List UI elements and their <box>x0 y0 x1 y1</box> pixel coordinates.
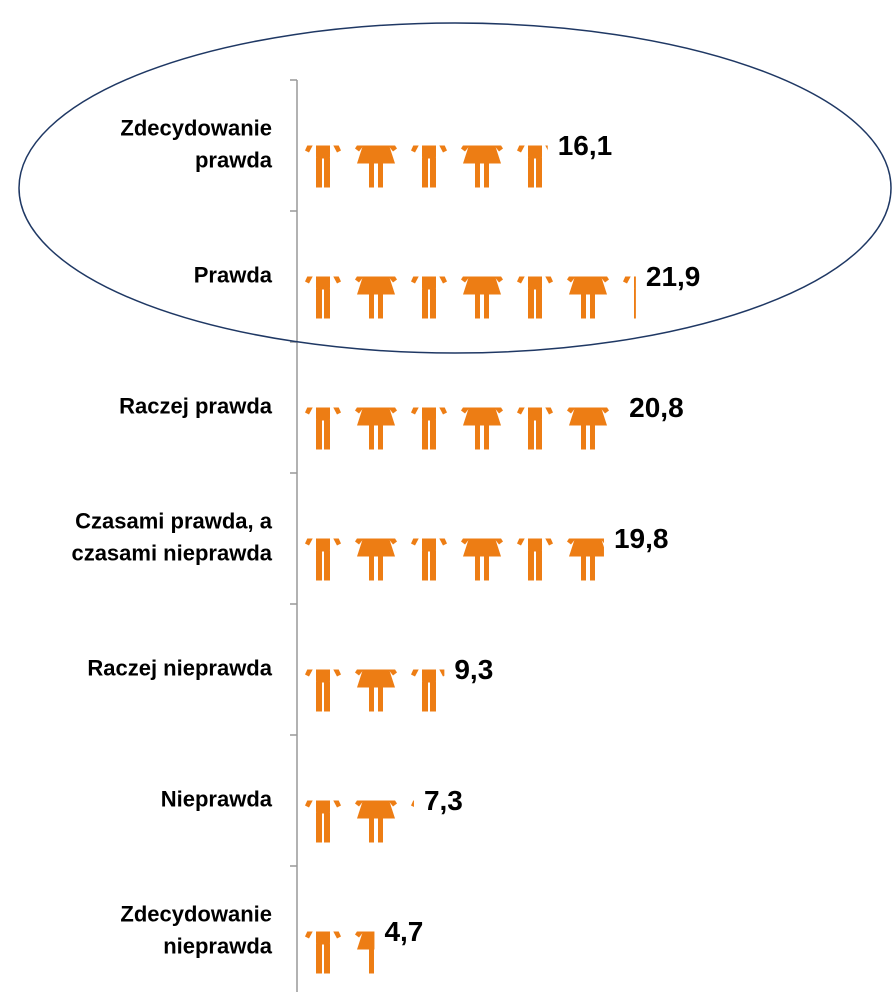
value-label: 16,1 <box>558 130 613 161</box>
value-label: 7,3 <box>424 785 463 816</box>
category-label: nieprawda <box>163 933 273 958</box>
pictogram-bar <box>303 613 445 716</box>
pictogram-bar <box>303 89 548 192</box>
value-label: 4,7 <box>384 916 423 947</box>
pictogram-bar <box>303 875 375 978</box>
category-label: Raczej nieprawda <box>87 655 272 680</box>
value-label: 21,9 <box>646 261 701 292</box>
pictogram-bar <box>303 482 604 585</box>
category-label: Czasami prawda, a <box>75 508 273 533</box>
category-label: Raczej prawda <box>119 393 273 418</box>
highlight-ellipse <box>18 22 892 354</box>
category-label: Zdecydowanie <box>120 115 272 140</box>
category-label: Zdecydowanie <box>120 901 272 926</box>
category-label: prawda <box>195 147 273 172</box>
pictogram-bar <box>303 220 636 323</box>
value-label: 9,3 <box>454 654 493 685</box>
value-label: 19,8 <box>614 523 669 554</box>
category-label: Nieprawda <box>161 786 273 811</box>
category-label: Prawda <box>194 262 273 287</box>
pictogram-bar <box>303 744 414 847</box>
value-label: 20,8 <box>629 392 684 423</box>
pictogram-bar <box>303 351 620 454</box>
category-label: czasami nieprawda <box>71 540 272 565</box>
